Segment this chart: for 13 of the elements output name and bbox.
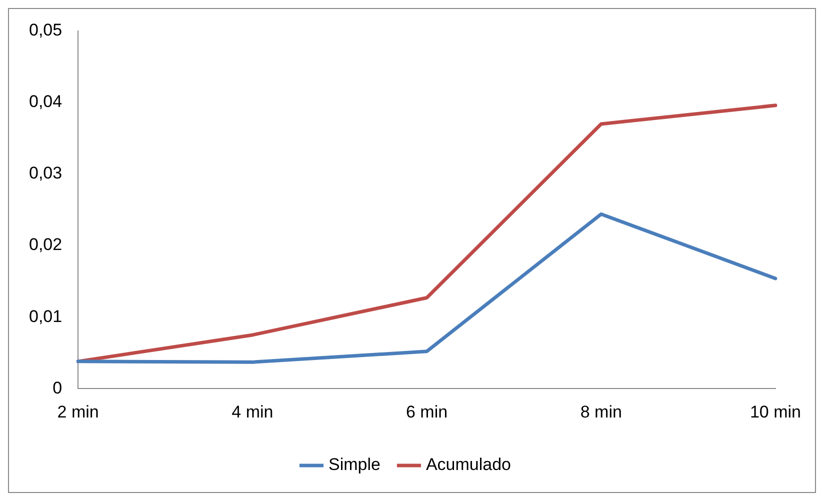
- y-tick-label: 0,05: [28, 20, 62, 40]
- y-tick-label: 0,04: [28, 92, 62, 112]
- x-tick-label: 8 min: [580, 402, 622, 422]
- x-tick-label: 10 min: [750, 402, 802, 422]
- x-tick-label: 6 min: [406, 402, 448, 422]
- legend-label: Acumulado: [426, 455, 512, 474]
- y-tick-label: 0,02: [28, 235, 62, 254]
- x-tick-label: 2 min: [57, 402, 99, 422]
- x-tick-label: 4 min: [232, 402, 274, 422]
- y-tick-label: 0,03: [28, 164, 62, 183]
- legend-label: Simple: [328, 455, 380, 474]
- y-tick-label: 0,01: [28, 306, 62, 326]
- y-tick-label: 0: [52, 378, 62, 398]
